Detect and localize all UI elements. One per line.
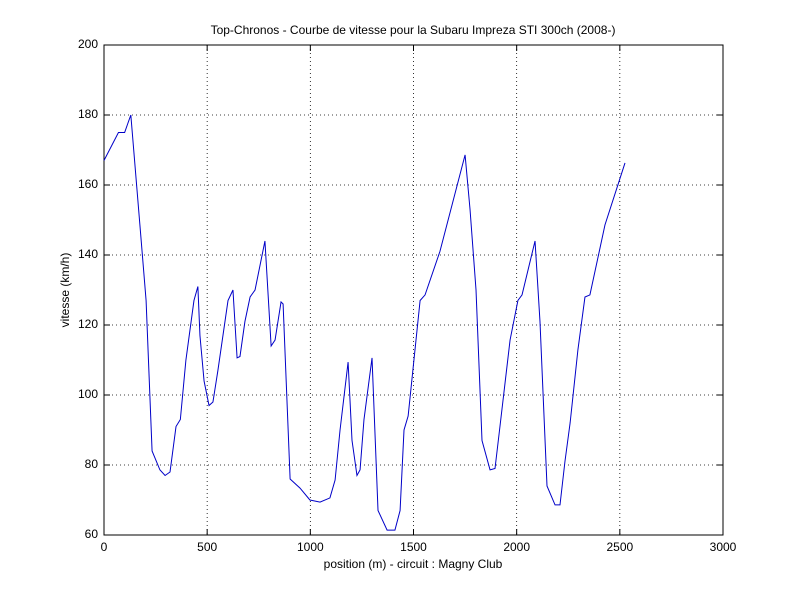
- y-tick-label: 180: [78, 107, 98, 121]
- x-tick-label: 500: [197, 540, 217, 554]
- x-tick-label: 2000: [503, 540, 530, 554]
- x-tick-label: 2500: [606, 540, 633, 554]
- y-tick-label: 120: [78, 317, 98, 331]
- x-axis-label: position (m) - circuit : Magny Club: [324, 557, 503, 571]
- x-tick-label: 1000: [297, 540, 324, 554]
- y-tick-label: 60: [85, 527, 99, 541]
- x-tick-label: 3000: [710, 540, 737, 554]
- plot-frame: [103, 44, 724, 536]
- y-tick-label: 140: [78, 247, 98, 261]
- x-tick-label: 1500: [400, 540, 427, 554]
- chart-title: Top-Chronos - Courbe de vitesse pour la …: [211, 23, 616, 37]
- y-tick-label: 80: [85, 457, 99, 471]
- x-tick-label: 0: [101, 540, 108, 554]
- y-tick-label: 200: [78, 37, 98, 51]
- y-tick-label: 160: [78, 177, 98, 191]
- speed-line: [103, 114, 626, 531]
- y-axis-label: vitesse (km/h): [58, 253, 72, 328]
- y-tick-label: 100: [78, 387, 98, 401]
